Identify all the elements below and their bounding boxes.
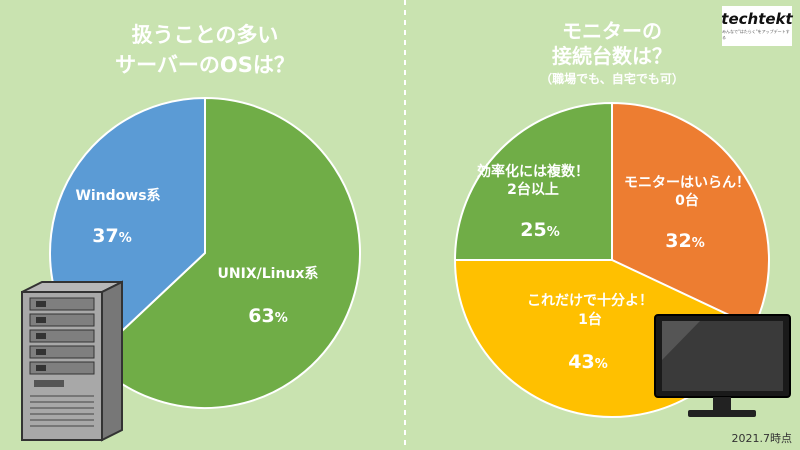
slice-label-windows: Windows系	[75, 187, 160, 204]
slice-label-one-monitor-count: 1台	[578, 311, 602, 328]
monitor-illustration	[654, 314, 791, 417]
logo-tagline: みんなで"はたらく"をアップデートする	[722, 28, 790, 40]
chart2-title-line2: 接続台数は？	[552, 44, 672, 68]
techtekt-logo: techtekt みんなで"はたらく"をアップデートする	[721, 6, 793, 46]
slice-unix-linux	[90, 96, 361, 409]
slice-value-windows: 37%	[92, 225, 131, 247]
slice-label-zero-monitors-count: 0台	[675, 192, 699, 209]
slice-value-one-monitor: 43%	[568, 351, 607, 373]
slice-label-one-monitor: これだけで十分よ！	[527, 292, 653, 309]
server-rack-illustration	[21, 280, 123, 442]
slice-value-zero-monitors: 32%	[665, 230, 704, 252]
slice-value-unix-linux: 63%	[248, 305, 287, 327]
slice-label-multi-monitors: 効率化には複数！	[477, 163, 589, 180]
slice-label-multi-monitors-count: 2台以上	[507, 181, 559, 198]
date-note: 2021.7時点	[731, 432, 793, 445]
chart2-subtitle: （職場でも、自宅でも可）	[540, 71, 684, 86]
slice-multi-monitors	[453, 101, 613, 261]
slice-label-unix-linux: UNIX/Linux系	[218, 265, 319, 282]
slice-label-zero-monitors: モニターはいらん！	[624, 175, 750, 191]
slice-zero-monitors	[611, 101, 770, 329]
slice-value-multi-monitors: 25%	[520, 219, 559, 241]
logo-wordmark: techtekt	[721, 9, 793, 28]
chart1-title-line1: 扱うことの多い	[132, 23, 279, 47]
chart1-title-line2: サーバーのOSは？	[115, 53, 295, 77]
chart2-title-line1: モニターの	[562, 19, 662, 43]
